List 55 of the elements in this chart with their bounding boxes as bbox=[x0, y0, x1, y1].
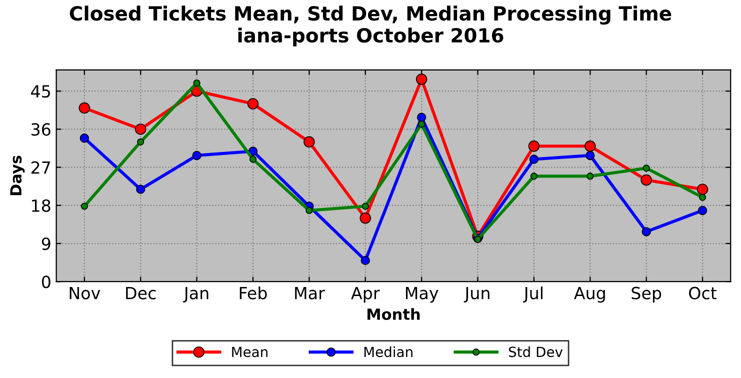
x-tick-label: Sep bbox=[632, 286, 662, 303]
legend-label: Std Dev bbox=[508, 346, 563, 358]
point bbox=[640, 174, 652, 186]
x-tick-label: Apr bbox=[351, 286, 380, 303]
point bbox=[306, 206, 313, 214]
x-tick-label: Jan bbox=[183, 286, 208, 302]
legend-label: Mean bbox=[232, 346, 268, 358]
point bbox=[696, 184, 708, 195]
point bbox=[192, 150, 202, 160]
point bbox=[249, 156, 257, 163]
point bbox=[134, 124, 146, 135]
x-tick-label: Aug bbox=[574, 286, 605, 303]
point bbox=[360, 212, 372, 224]
y-tick-label: 45 bbox=[31, 85, 50, 98]
point bbox=[193, 80, 200, 87]
point bbox=[416, 112, 426, 122]
y-tick-label: 9 bbox=[42, 237, 50, 250]
x-tick-label: Dec bbox=[126, 286, 156, 300]
point bbox=[584, 140, 596, 152]
x-tick-label: May bbox=[406, 286, 438, 303]
y-axis-title: Days bbox=[10, 156, 25, 196]
point bbox=[136, 184, 146, 194]
point bbox=[586, 150, 595, 160]
point bbox=[530, 172, 538, 180]
legend-label: Median bbox=[364, 346, 412, 358]
y-tick-label: 27 bbox=[31, 161, 50, 174]
point bbox=[586, 172, 594, 180]
point bbox=[529, 154, 539, 164]
point bbox=[698, 206, 708, 216]
point bbox=[642, 227, 651, 236]
point bbox=[304, 136, 315, 148]
y-tick-label: 36 bbox=[32, 123, 50, 136]
point bbox=[247, 98, 259, 110]
point bbox=[248, 146, 258, 156]
y-tick-label: 0 bbox=[42, 276, 50, 288]
y-tick-label: 18 bbox=[32, 199, 50, 212]
x-tick-label: Nov bbox=[70, 286, 100, 300]
point bbox=[360, 256, 370, 266]
x-tick-label: Jun bbox=[464, 286, 490, 302]
x-tick-label: Mar bbox=[295, 286, 325, 300]
x-tick-label: Jul bbox=[523, 286, 542, 302]
point bbox=[137, 138, 144, 146]
point bbox=[418, 120, 426, 128]
point bbox=[78, 102, 90, 114]
point bbox=[416, 74, 428, 85]
x-axis-title: Month bbox=[368, 308, 420, 320]
x-tick-label: Feb bbox=[240, 286, 267, 300]
point bbox=[642, 164, 650, 172]
point bbox=[362, 202, 369, 210]
x-tick-label: Oct bbox=[689, 286, 717, 300]
point bbox=[80, 202, 88, 210]
point bbox=[698, 194, 706, 201]
point bbox=[528, 140, 540, 152]
point bbox=[80, 134, 89, 143]
chart-title: Closed Tickets Mean, Std Dev, Median Processing Time iana-ports October 2016 bbox=[70, 6, 672, 46]
